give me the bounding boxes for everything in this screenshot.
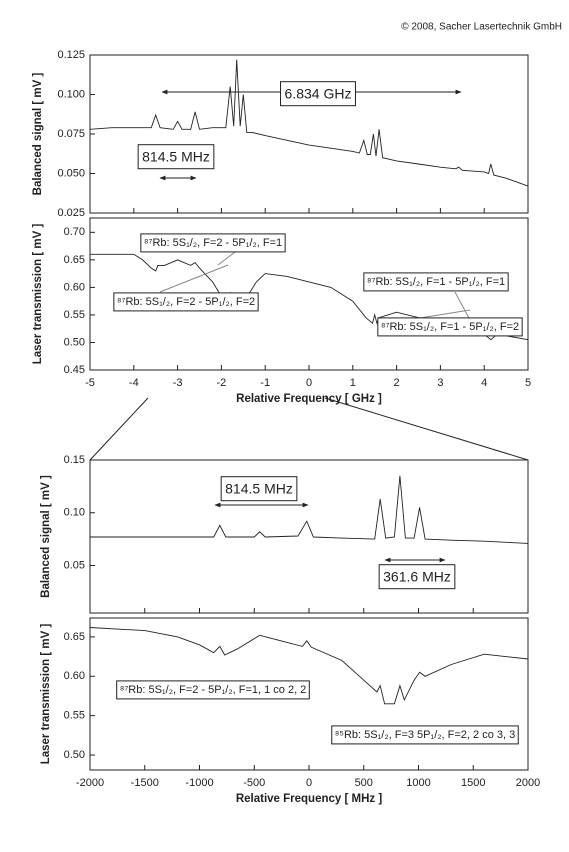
y-tick-label: 0.05 bbox=[64, 559, 85, 571]
x-tick-label: 1000 bbox=[406, 777, 430, 789]
spectrum-line bbox=[89, 627, 529, 705]
annotation: 6.834 GHz bbox=[285, 86, 352, 102]
y-tick-label: 0.025 bbox=[57, 207, 85, 219]
spectrum-line bbox=[90, 253, 529, 341]
x-tick-label: 2 bbox=[394, 377, 400, 389]
annotation-box bbox=[331, 725, 519, 745]
y-tick-label: 0.60 bbox=[64, 670, 85, 682]
x-tick-label: -1500 bbox=[131, 777, 159, 789]
y-axis-label: Balanced signal [ mV ] bbox=[32, 72, 44, 195]
x-tick-label: -4 bbox=[129, 377, 139, 389]
x-tick-label: 1 bbox=[350, 377, 356, 389]
y-tick-label: 0.50 bbox=[64, 749, 85, 761]
annotation: ⁸⁷Rb: 5S₁/₂, F=1 - 5P₁/₂, F=1 bbox=[367, 276, 505, 288]
annotation: ⁸⁷Rb: 5S₁/₂, F=1 - 5P₁/₂, F=2 bbox=[381, 321, 519, 333]
annotation-box bbox=[377, 317, 523, 337]
x-tick-label: 0 bbox=[306, 377, 312, 389]
y-tick-label: 0.70 bbox=[64, 226, 85, 238]
y-axis-label: Laser transmission [ mV ] bbox=[32, 224, 44, 365]
x-tick-label: -1 bbox=[260, 377, 270, 389]
y-tick-label: 0.075 bbox=[57, 128, 85, 140]
y-tick-label: 0.050 bbox=[57, 167, 85, 179]
zoom-line bbox=[324, 397, 529, 461]
x-tick-label: 4 bbox=[481, 377, 487, 389]
x-axis-label: Relative Frequency [ GHz ] bbox=[236, 393, 382, 405]
annotation-box bbox=[137, 144, 215, 170]
annotation-box bbox=[116, 680, 310, 700]
x-tick-label: 5 bbox=[525, 377, 531, 389]
y-tick-label: 0.125 bbox=[57, 49, 85, 61]
spectrum-line bbox=[89, 59, 529, 187]
x-axis-label: Relative Frequency [ MHz ] bbox=[236, 793, 383, 805]
annotation: 361.6 MHz bbox=[383, 569, 451, 585]
x-tick-label: -2000 bbox=[76, 777, 104, 789]
spectrum-line bbox=[90, 475, 529, 544]
zoom-line bbox=[89, 397, 149, 461]
pointer-line bbox=[454, 291, 471, 321]
annotation: ⁸⁷Rb: 5S₁/₂, F=2 - 5P₁/₂, F=1 bbox=[144, 237, 282, 249]
y-tick-label: 0.65 bbox=[64, 254, 85, 266]
plot-frame bbox=[89, 54, 529, 214]
y-tick-label: 0.65 bbox=[64, 631, 85, 643]
y-tick-label: 0.50 bbox=[64, 336, 85, 348]
annotation: 814.5 MHz bbox=[142, 149, 210, 165]
x-tick-label: -5 bbox=[85, 377, 95, 389]
annotation: ⁸⁷Rb: 5S₁/₂, F=2 - 5P₁/₂, F=1, 1 co 2, 2 bbox=[120, 684, 307, 696]
annotation-box bbox=[280, 81, 356, 107]
x-tick-label: -1000 bbox=[185, 777, 213, 789]
x-tick-label: 3 bbox=[437, 377, 443, 389]
copyright: © 2008, Sacher Lasertechnik GmbH bbox=[401, 22, 562, 33]
x-tick-label: 2000 bbox=[516, 777, 540, 789]
y-tick-label: 0.55 bbox=[64, 309, 85, 321]
x-tick-label: 1500 bbox=[461, 777, 485, 789]
y-tick-label: 0.55 bbox=[64, 710, 85, 722]
annotation-box bbox=[363, 272, 509, 292]
x-tick-label: -3 bbox=[173, 377, 183, 389]
annotation: 814.5 MHz bbox=[225, 481, 293, 497]
annotation: ⁸⁷Rb: 5S₁/₂, F=2 - 5P₁/₂, F=2 bbox=[117, 296, 255, 308]
y-tick-label: 0.100 bbox=[57, 88, 85, 100]
annotation-box bbox=[113, 292, 259, 312]
annotation-box bbox=[140, 233, 286, 253]
y-axis-label: Laser transmission [ mV ] bbox=[40, 624, 52, 765]
pointer-line bbox=[159, 264, 229, 293]
x-tick-label: -2 bbox=[217, 377, 227, 389]
x-tick-label: 500 bbox=[355, 777, 373, 789]
y-tick-label: 0.60 bbox=[64, 281, 85, 293]
y-axis-label: Balanced signal [ mV ] bbox=[40, 475, 52, 598]
plot-frame bbox=[89, 459, 529, 614]
y-tick-label: 0.10 bbox=[64, 507, 85, 519]
annotation-box bbox=[220, 476, 298, 502]
x-tick-label: -500 bbox=[243, 777, 265, 789]
pointer-line bbox=[217, 251, 236, 266]
x-tick-label: 0 bbox=[306, 777, 312, 789]
y-tick-label: 0.45 bbox=[64, 364, 85, 376]
annotation-box bbox=[378, 564, 456, 590]
pointer-line bbox=[419, 309, 471, 319]
annotation: ⁸⁵Rb: 5S₁/₂, F=3 5P₁/₂, F=2, 2 co 3, 3 bbox=[335, 729, 515, 741]
y-tick-label: 0.15 bbox=[64, 454, 85, 466]
